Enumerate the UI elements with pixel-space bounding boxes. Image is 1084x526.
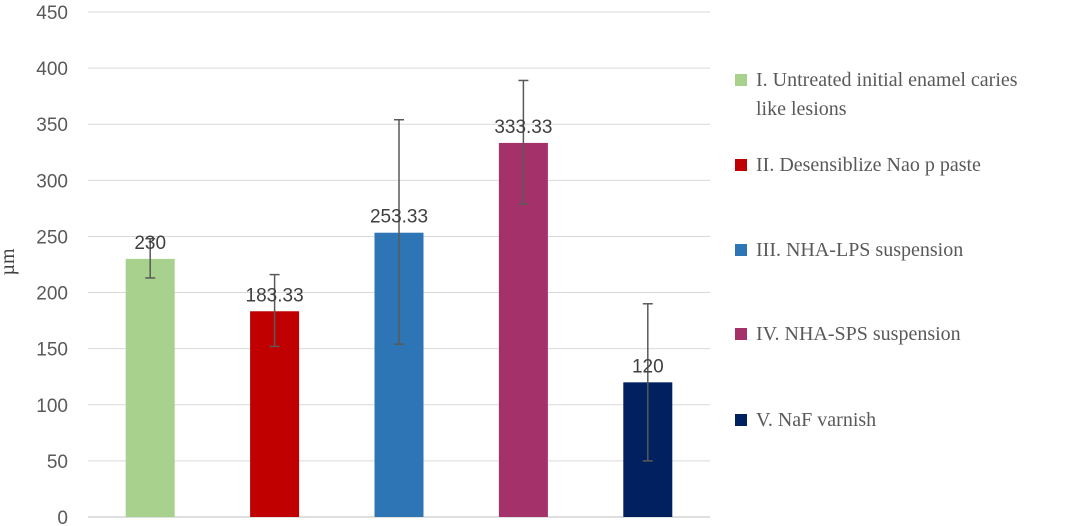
error-bars [145, 79, 653, 462]
bar [498, 142, 548, 517]
legend-label: V. NaF varnish [756, 409, 876, 431]
y-tick-label: 50 [47, 452, 68, 473]
legend: I. Untreated initial enamel caries like l… [735, 69, 1018, 431]
y-tick-label: 250 [36, 227, 68, 248]
y-tick-label: 300 [36, 171, 68, 192]
data-label: 230 [134, 233, 166, 254]
y-axis-ticks: 0 50 100 150 200 250 300 350 400 450 [36, 3, 68, 526]
data-labels: 230 183.33 253.33 333.33 120 [134, 117, 663, 377]
bar [125, 258, 175, 517]
y-tick-label: 450 [36, 3, 68, 24]
legend-label: IV. NHA-SPS suspension [756, 323, 961, 345]
y-tick-label: 150 [36, 340, 68, 361]
data-label: 120 [632, 356, 664, 377]
legend-swatch [735, 328, 747, 340]
legend-swatch [735, 159, 747, 171]
data-label: 253.33 [370, 207, 428, 228]
y-tick-label: 400 [36, 59, 68, 80]
legend-label: I. Untreated initial enamel caries [756, 69, 1018, 91]
bars [125, 142, 673, 517]
y-axis-title: µm [0, 248, 19, 276]
legend-label: II. Desensiblize Nao p paste [756, 154, 981, 176]
y-tick-label: 350 [36, 115, 68, 136]
legend-label: like lesions [756, 98, 847, 120]
y-tick-label: 200 [36, 284, 68, 305]
legend-swatch [735, 74, 747, 86]
y-tick-label: 100 [36, 396, 68, 417]
data-label: 183.33 [246, 285, 304, 306]
legend-swatch [735, 244, 747, 256]
data-label: 333.33 [494, 117, 552, 138]
legend-label: III. NHA-LPS suspension [756, 239, 963, 261]
y-tick-label: 0 [57, 508, 68, 526]
legend-swatch [735, 414, 747, 426]
